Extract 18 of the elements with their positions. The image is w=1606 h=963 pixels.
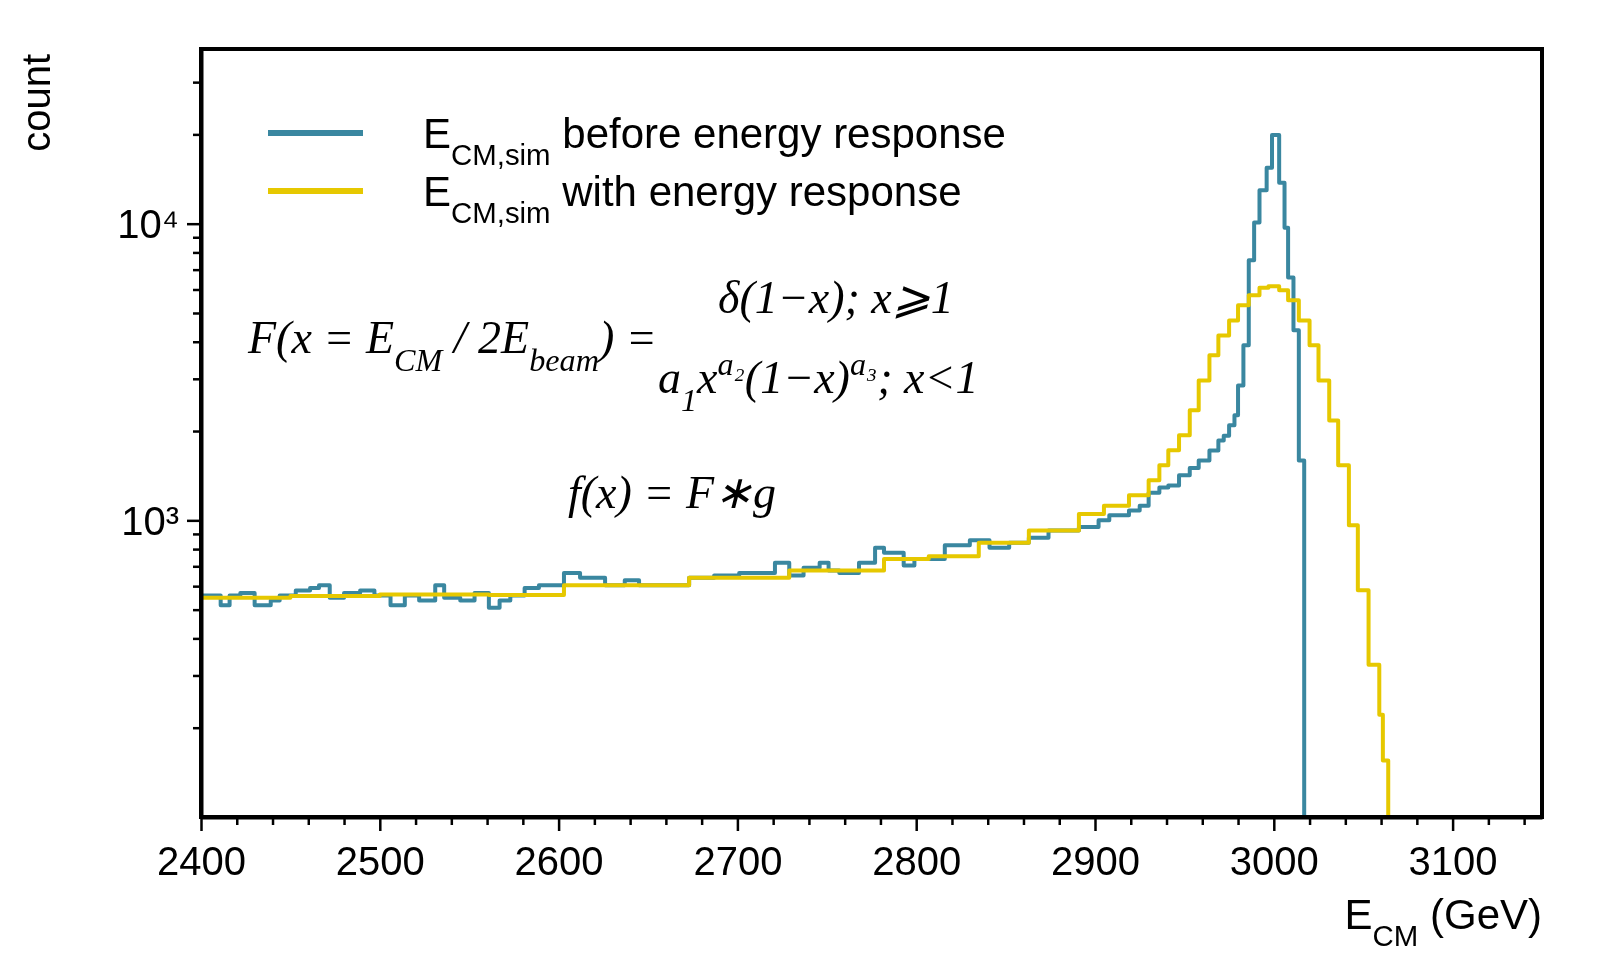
x-tick-label: 2400: [157, 839, 246, 884]
legend-label: E$_{CM,sim}$ with energy response: [423, 168, 962, 229]
y-axis-title: count: [14, 54, 58, 152]
y-tick-label: 10³: [121, 498, 179, 543]
x-tick-label: 3000: [1229, 839, 1319, 884]
annotation: f(x) = F∗g: [568, 467, 776, 518]
y-tick-label: 10⁴: [117, 202, 179, 247]
x-tick-label: 2500: [335, 839, 425, 884]
x-tick-label: 2800: [872, 839, 962, 884]
annotation: δ(1−x); x⩾1: [718, 272, 954, 323]
legend-label: E$_{CM,sim}$ before energy response: [423, 110, 1006, 171]
annotation: a$_{1}$x$^{a₂}$(1−x)$^{a₃}$; x<1: [658, 346, 979, 418]
x-axis-title: E$_{CM}$ (GeV): [1344, 891, 1542, 952]
x-tick-label: 2600: [514, 839, 604, 884]
annotation: F(x = E$_{CM}$ / 2E$_{beam}$) =: [247, 312, 657, 378]
x-tick-label: 3100: [1408, 839, 1498, 884]
x-tick-label: 2700: [693, 839, 783, 884]
x-tick-label: 2900: [1051, 839, 1140, 884]
